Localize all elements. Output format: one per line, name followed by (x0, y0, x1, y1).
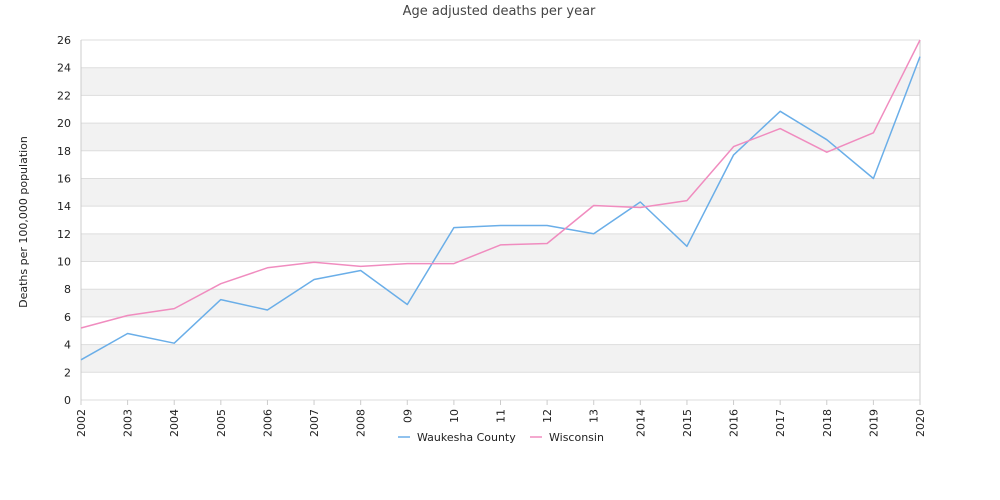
plot-band (81, 178, 920, 207)
plot-band (81, 67, 920, 96)
legend: Waukesha County Wisconsin (398, 431, 604, 444)
x-tick-label: 2019 (867, 409, 880, 437)
y-tick-label: 4 (64, 339, 71, 352)
x-tick-label: 2008 (355, 409, 368, 437)
plot-band (81, 289, 920, 317)
y-tick-label: 8 (64, 283, 71, 296)
series-line (80, 39, 921, 329)
y-tick-label: 24 (57, 62, 71, 75)
x-tick-label: 13 (588, 409, 601, 423)
y-tick-label: 16 (57, 172, 71, 185)
y-tick-label: 26 (57, 34, 71, 47)
y-tick-label: 2 (64, 366, 71, 379)
x-tick-label: 2004 (168, 409, 181, 437)
y-tick-label: 12 (57, 228, 71, 241)
x-tick-label: 11 (495, 409, 508, 423)
x-tick-label: 2016 (728, 409, 741, 437)
series-lines (80, 39, 921, 361)
x-tick-label: 2007 (308, 409, 321, 437)
x-tick-label: 2015 (681, 409, 694, 437)
x-axis-ticks: 2002 2003 2004 2005 2006 2007 2008 09 10 11 12 13 20… (75, 400, 927, 437)
plot-bands (81, 67, 920, 373)
y-tick-label: 20 (57, 117, 71, 130)
chart-title: Age adjusted deaths per year (403, 4, 596, 19)
x-tick-label: 10 (448, 409, 461, 423)
plot-band (81, 344, 920, 373)
legend-label: Wisconsin (549, 431, 604, 444)
plot-band (81, 233, 920, 262)
gridlines (80, 39, 921, 401)
y-tick-label: 10 (57, 256, 71, 269)
x-tick-label: 2002 (75, 409, 88, 437)
x-tick-label: 2005 (215, 409, 228, 437)
y-tick-label: 0 (64, 394, 71, 407)
x-tick-label: 2017 (774, 409, 787, 437)
x-tick-label: 2003 (122, 409, 135, 437)
y-tick-label: 18 (57, 145, 71, 158)
y-tick-label: 6 (64, 311, 71, 324)
series-line (80, 56, 921, 361)
legend-label: Waukesha County (417, 431, 516, 444)
x-tick-label: 2006 (261, 409, 274, 437)
x-tick-label: 2014 (634, 409, 647, 437)
y-tick-label: 14 (57, 200, 71, 213)
x-tick-label: 09 (401, 409, 414, 423)
y-tick-label: 22 (57, 89, 71, 102)
plot-band (81, 123, 920, 151)
x-tick-label: 2020 (914, 409, 927, 437)
x-tick-label: 2018 (821, 409, 834, 437)
x-tick-label: 12 (541, 409, 554, 423)
y-axis-label: Deaths per 100,000 population (17, 136, 30, 308)
